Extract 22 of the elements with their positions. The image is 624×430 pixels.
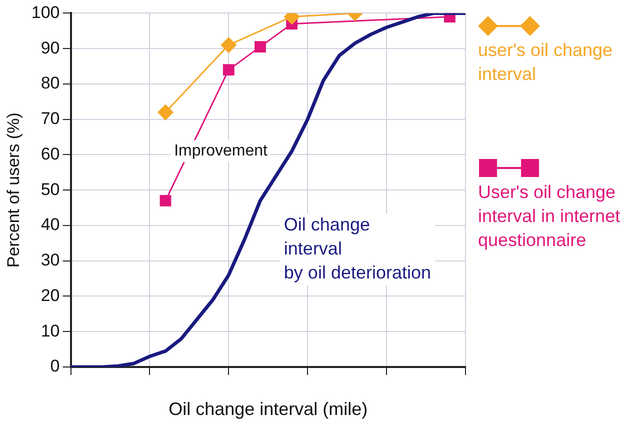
y-tick-label: 20 bbox=[40, 286, 60, 305]
point bbox=[160, 195, 172, 206]
y-axis-title: Percent of users (%) bbox=[4, 112, 23, 268]
legend-label: user's oil change interval bbox=[478, 39, 614, 86]
point bbox=[158, 104, 174, 120]
legend-label: User's oil change interval in internet questionnaire bbox=[478, 181, 622, 252]
y-tick-label: 90 bbox=[40, 38, 60, 58]
point bbox=[220, 37, 236, 53]
series-label: Oil change interval by oil deterioration bbox=[284, 214, 432, 282]
y-tick-label: 50 bbox=[40, 180, 60, 199]
y-tick-label: 80 bbox=[40, 74, 60, 93]
annotation: Improvement bbox=[174, 142, 268, 160]
y-tick-label: 0 bbox=[50, 356, 60, 376]
y-tick-label: 70 bbox=[40, 109, 60, 128]
y-tick-label: 60 bbox=[40, 144, 60, 164]
x-axis-title: Oil change interval (mile) bbox=[168, 399, 368, 420]
y-tick-label: 30 bbox=[40, 250, 60, 270]
y-tick-label: 10 bbox=[40, 321, 60, 340]
y-tick-label: 40 bbox=[40, 215, 60, 234]
y-tick-label: 100 bbox=[31, 2, 60, 22]
point bbox=[222, 64, 234, 76]
point bbox=[254, 41, 266, 53]
